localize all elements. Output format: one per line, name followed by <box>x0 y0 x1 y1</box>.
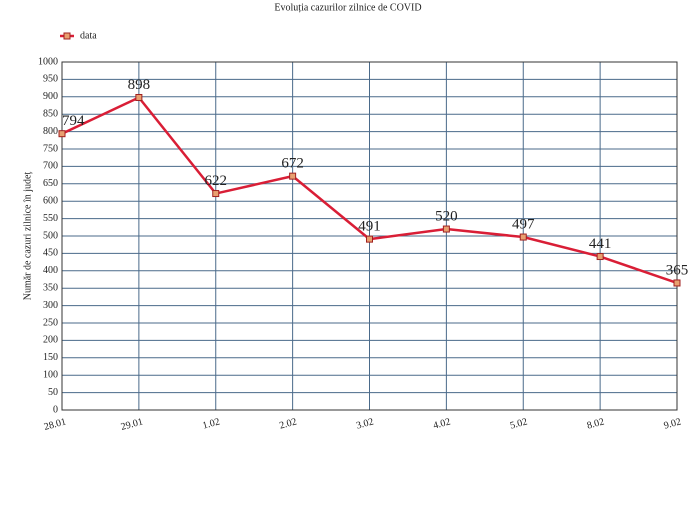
data-point <box>212 190 220 198</box>
x-tick-label: 1.02 <box>201 416 221 431</box>
x-tick-label: 8.02 <box>586 416 606 431</box>
data-label: 491 <box>358 219 381 235</box>
data-label: 672 <box>281 156 304 172</box>
data-point <box>673 279 681 287</box>
data-point <box>596 253 604 261</box>
plot-border <box>61 61 678 411</box>
x-tick-label: 28.01 <box>43 416 68 432</box>
data-point <box>519 233 527 241</box>
y-tick-label: 450 <box>43 248 58 259</box>
legend-marker <box>63 32 71 40</box>
y-tick-label: 100 <box>43 369 58 380</box>
data-label: 898 <box>128 77 151 93</box>
data-label: 520 <box>435 208 458 224</box>
y-tick-label: 350 <box>43 282 58 293</box>
x-tick-label: 5.02 <box>509 416 529 431</box>
data-label: 441 <box>589 236 612 252</box>
legend-label: data <box>80 30 97 41</box>
y-tick-label: 850 <box>43 108 58 119</box>
data-label: 794 <box>62 113 85 129</box>
y-tick-label: 650 <box>43 178 58 189</box>
y-tick-label: 700 <box>43 161 58 172</box>
y-tick-label: 250 <box>43 317 58 328</box>
y-axis-label: Număr de cazuri zilnice în județ <box>22 172 33 301</box>
y-tick-label: 150 <box>43 352 58 363</box>
y-tick-label: 800 <box>43 126 58 137</box>
y-tick-label: 500 <box>43 230 58 241</box>
y-tick-label: 950 <box>43 74 58 85</box>
y-tick-label: 750 <box>43 143 58 154</box>
data-label: 497 <box>512 216 535 232</box>
y-tick-label: 900 <box>43 91 58 102</box>
x-tick-label: 9.02 <box>663 416 683 431</box>
x-tick-label: 29.01 <box>120 416 145 432</box>
y-tick-label: 0 <box>53 404 58 415</box>
data-point <box>442 225 450 233</box>
y-tick-label: 200 <box>43 335 58 346</box>
data-label: 365 <box>666 262 689 278</box>
y-tick-label: 550 <box>43 213 58 224</box>
x-tick-label: 3.02 <box>355 416 375 431</box>
data-point <box>135 93 143 101</box>
x-tick-label: 2.02 <box>278 416 298 431</box>
y-tick-label: 300 <box>43 300 58 311</box>
data-point <box>366 235 373 243</box>
y-tick-label: 400 <box>43 265 58 276</box>
chart-title: Evoluția cazurilor zilnice de COVID <box>274 2 421 13</box>
data-label: 622 <box>205 173 228 189</box>
y-tick-label: 1000 <box>38 56 58 67</box>
data-point <box>58 130 66 138</box>
y-tick-label: 50 <box>48 387 58 398</box>
x-tick-label: 4.02 <box>432 416 452 431</box>
data-point <box>289 172 297 180</box>
y-tick-label: 600 <box>43 195 58 206</box>
